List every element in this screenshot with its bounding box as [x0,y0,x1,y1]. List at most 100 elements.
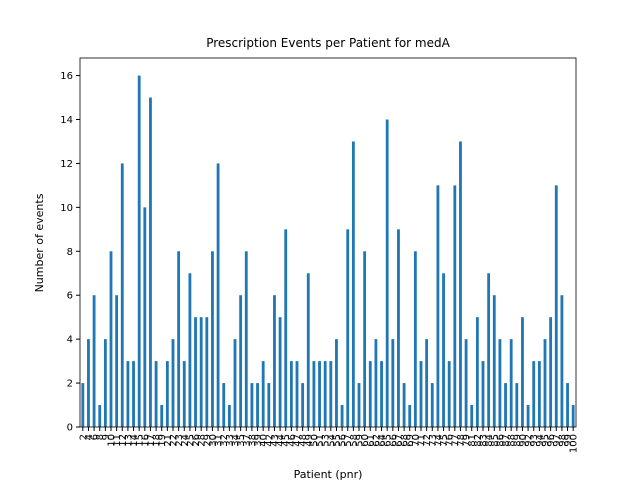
x-tick-label: 61 [366,434,377,447]
y-tick-label: 0 [67,423,73,434]
y-tick-label: 6 [67,291,73,302]
x-tick-label: 59 [355,434,366,447]
bar [278,317,282,427]
y-tick-label: 10 [60,203,73,214]
bar [289,361,293,427]
bar [126,361,130,427]
x-tick-label: 90 [518,434,529,447]
x-tick-label: 95 [541,434,552,447]
bar [109,251,113,427]
bar [475,317,479,427]
x-tick-label: 29 [202,434,213,447]
x-tick-label: 69 [405,434,416,447]
bar [560,295,564,427]
x-tick-label: 40 [259,434,270,447]
x-tick-label: 54 [326,434,337,447]
bar [211,251,214,427]
x-tick-label: 66 [388,434,399,447]
x-tick-label: 55 [332,434,343,447]
x-tick-label: 74 [433,434,444,447]
bar [459,141,462,427]
x-tick-label: 2 [78,434,89,440]
bar [194,317,197,427]
bar [143,207,147,427]
bar [222,383,226,427]
bar [357,383,361,427]
x-tick-label: 45 [281,434,292,447]
bar [295,361,299,427]
bar [103,339,107,427]
x-tick-label: 67 [394,434,405,447]
x-tick-label: 19 [157,434,168,447]
x-tick-label: 17 [146,434,157,447]
x-tick-label: 76 [445,434,456,447]
bar [447,361,451,427]
x-tick-label: 39 [253,434,264,447]
bar [261,361,265,427]
x-tick-label: 73 [428,434,439,447]
bar [470,405,474,427]
x-tick-label: 53 [321,434,332,447]
bar [464,339,468,427]
x-tick-label: 58 [349,434,360,447]
y-tick-label: 16 [60,71,73,82]
x-tick-label: 51 [315,434,326,447]
bar [436,185,440,427]
bar [273,295,276,427]
x-tick-label: 72 [422,434,433,447]
bar [160,405,164,427]
bar [318,361,321,427]
x-tick-label: 75 [439,434,450,447]
x-tick-label: 35 [236,434,247,447]
bar [284,229,288,427]
x-tick-label: 28 [197,434,208,447]
bar [312,361,316,427]
bar [380,361,383,427]
bar [402,383,406,427]
x-tick-label: 12 [118,434,129,447]
bar [132,361,135,427]
bar [165,361,169,427]
bar [115,295,119,427]
x-tick-label: 81 [467,434,478,447]
bar [554,185,558,427]
bar [98,405,102,427]
x-tick-label: 94 [535,434,546,447]
x-tick-label: 16 [140,434,151,447]
bar [301,383,305,427]
x-tick-label: 70 [411,434,422,447]
x-tick-label: 25 [185,434,196,447]
x-tick-label: 89 [512,434,523,447]
bar [306,273,310,427]
x-tick-label: 18 [152,434,163,447]
x-tick-label: 48 [298,434,309,447]
x-tick-label: 93 [529,434,540,447]
x-tick-label: 92 [524,434,535,447]
x-tick-label: 4 [84,434,95,440]
bar [430,383,434,427]
bar [199,317,203,427]
x-tick-label: 87 [501,434,512,447]
bar [526,405,530,427]
x-tick-label: 9 [101,434,112,440]
x-tick-label: 30 [208,434,219,447]
x-tick-label: 15 [135,434,146,447]
x-tick-label: 60 [360,434,371,447]
x-tick-label: 64 [377,434,388,447]
x-tick-label: 56 [338,434,349,447]
bar [391,339,395,427]
x-tick-label: 47 [293,434,304,447]
x-tick-label: 50 [309,434,320,447]
bar [549,317,553,427]
bar [408,405,412,427]
bar [487,273,491,427]
x-tick-label: 10 [107,434,118,447]
plot-frame [79,57,577,428]
bar [81,383,85,427]
bar [92,295,96,427]
bar [532,361,536,427]
bar [120,163,124,427]
x-tick-label: 11 [112,434,123,447]
bar [171,339,175,427]
